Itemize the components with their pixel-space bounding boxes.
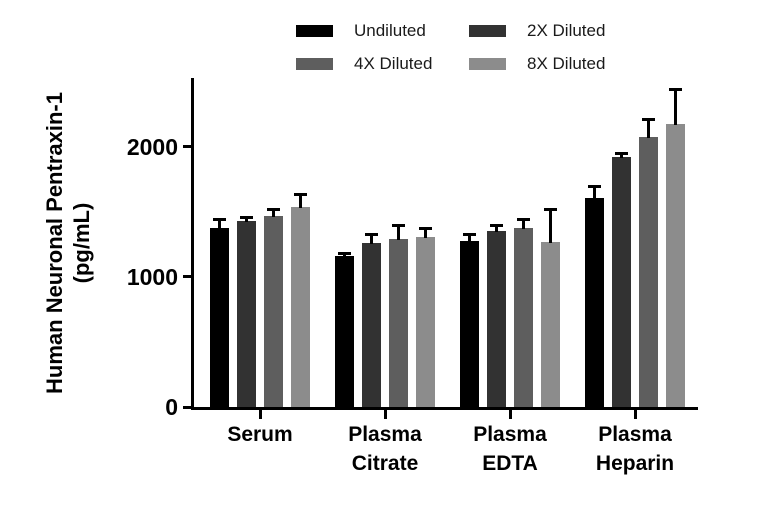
- error-bar-stem: [549, 208, 552, 243]
- legend-item: 4X Diluted: [296, 55, 469, 73]
- error-bar-cap: [544, 208, 557, 212]
- bar: [514, 227, 533, 407]
- x-tick-mark: [383, 410, 387, 419]
- error-bar-cap: [240, 215, 253, 219]
- category-label-line: Citrate: [351, 452, 419, 475]
- error-bar-stem: [468, 233, 471, 242]
- error-bar-cap: [365, 233, 378, 237]
- legend-swatch-icon: [296, 25, 333, 37]
- error-bar-stem: [522, 217, 525, 229]
- error-bar-stem: [495, 223, 498, 233]
- bar: [460, 240, 479, 407]
- legend-swatch-icon: [296, 58, 333, 70]
- bar: [291, 206, 310, 407]
- category-label-line: Plasma: [348, 423, 422, 446]
- error-bar-stem: [299, 193, 302, 208]
- bar: [666, 123, 685, 407]
- bar: [335, 256, 354, 407]
- y-axis-title: Human Neuronal Pentraxin-1 (pg/mL): [41, 0, 95, 503]
- bar: [585, 197, 604, 407]
- x-tick-mark: [508, 410, 512, 419]
- legend-label: Undiluted: [354, 21, 426, 40]
- error-bar-stem: [620, 152, 623, 159]
- bar: [541, 241, 560, 407]
- category-label-line: Plasma: [598, 423, 672, 446]
- y-tick-mark: [183, 145, 191, 149]
- error-bar-stem: [424, 226, 427, 238]
- bar: [389, 239, 408, 407]
- error-bar-cap: [588, 184, 601, 188]
- bar: [264, 215, 283, 407]
- error-bar-stem: [272, 208, 275, 217]
- error-bar-stem: [397, 223, 400, 241]
- error-bar-cap: [517, 217, 530, 221]
- legend-label: 2X Diluted: [527, 21, 606, 40]
- error-bar-stem: [245, 215, 248, 223]
- error-bar-cap: [338, 252, 351, 256]
- error-bar-cap: [463, 233, 476, 237]
- error-bar-cap: [213, 217, 226, 221]
- x-tick-mark: [258, 410, 262, 419]
- category-label-line: EDTA: [482, 452, 538, 475]
- category-label: Serum: [195, 420, 325, 449]
- bar: [210, 227, 229, 407]
- legend-item: Undiluted: [296, 22, 469, 40]
- error-bar-cap: [294, 193, 307, 197]
- y-tick-label: 2000: [126, 133, 178, 160]
- error-bar-stem: [593, 184, 596, 199]
- legend-swatch-icon: [469, 58, 506, 70]
- bar: [487, 231, 506, 407]
- error-bar-cap: [615, 152, 628, 156]
- category-label-line: Serum: [227, 423, 293, 446]
- bar: [362, 243, 381, 407]
- category-label: Plasma Citrate: [320, 420, 450, 478]
- legend-label: 8X Diluted: [527, 54, 606, 73]
- y-tick-mark: [183, 405, 191, 409]
- plot-area: 0 1000 2000 Serum Plasma Citrate Plasma EDTA Pla…: [127, 78, 698, 475]
- category-label-line: Plasma: [473, 423, 547, 446]
- error-bar-stem: [370, 233, 373, 245]
- error-bar-cap: [490, 223, 503, 227]
- legend-item: 8X Diluted: [469, 55, 605, 73]
- bar: [639, 136, 658, 407]
- y-tick-mark: [183, 275, 191, 279]
- error-bar-cap: [669, 87, 682, 91]
- legend-item: 2X Diluted: [469, 22, 605, 40]
- category-label: Plasma EDTA: [445, 420, 575, 478]
- y-tick-label: 0: [165, 394, 178, 420]
- error-bar-cap: [267, 208, 280, 212]
- legend-swatch-icon: [469, 25, 506, 37]
- error-bar-cap: [642, 117, 655, 121]
- legend-label: 4X Diluted: [354, 54, 433, 73]
- category-label: Plasma Heparin: [570, 420, 700, 478]
- y-tick-label: 1000: [126, 263, 178, 290]
- bar: [416, 236, 435, 407]
- category-label-line: Heparin: [595, 452, 675, 475]
- error-bar-stem: [218, 217, 221, 229]
- y-axis-title-line2: (pg/mL): [69, 202, 94, 284]
- error-bar-cap: [419, 226, 432, 230]
- bar: [612, 157, 631, 407]
- y-axis-title-line1: Human Neuronal Pentraxin-1: [42, 92, 67, 394]
- error-bar-stem: [647, 117, 650, 138]
- error-bar-cap: [392, 223, 405, 227]
- bar: [237, 221, 256, 407]
- error-bar-stem: [674, 87, 677, 125]
- legend: Undiluted 2X Diluted 4X Diluted 8X Diluted: [296, 22, 605, 73]
- x-tick-mark: [633, 410, 637, 419]
